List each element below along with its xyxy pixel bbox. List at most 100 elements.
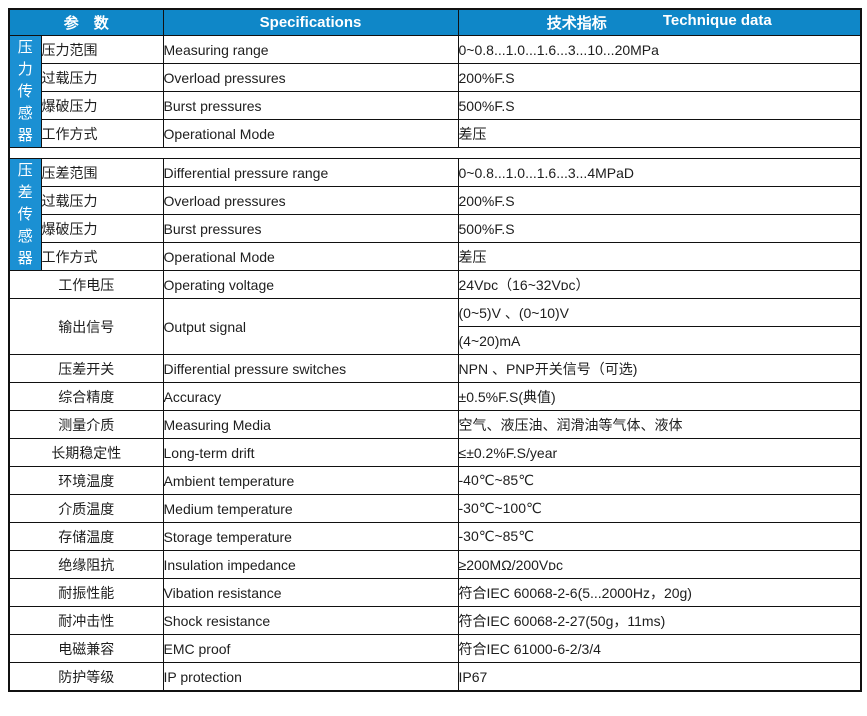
table-row: 过载压力 Overload pressures 200%F.S	[9, 63, 862, 92]
table-row: 爆破压力 Burst pressures 500%F.S	[9, 91, 862, 120]
param-cell: 过载压力	[40, 63, 164, 92]
spec-cell: Differential pressure range	[162, 158, 459, 187]
table-row: 电磁兼容 EMC proof 符合IEC 61000-6-2/3/4	[8, 634, 862, 663]
spec-cell: Measuring Media	[162, 410, 459, 439]
param-cell: 绝缘阻抗	[8, 550, 164, 579]
param-cell: 长期稳定性	[8, 438, 164, 467]
header-value-en: Technique data	[662, 12, 772, 29]
value-cell: 200%F.S	[457, 186, 862, 215]
separator-cell	[8, 147, 862, 159]
table-header-row: 参 数 Specifications 技术指标 Technique data	[8, 8, 862, 36]
value-cell: -30℃~100℃	[457, 494, 862, 523]
value-cell: 500%F.S	[457, 214, 862, 243]
spec-cell: Output signal	[162, 298, 459, 355]
value-cell: ≤±0.2%F.S/year	[457, 438, 862, 467]
table-row: 工作方式 Operational Mode 差压	[9, 119, 862, 148]
param-cell: 工作方式	[40, 119, 164, 148]
spec-cell: IP protection	[162, 662, 459, 692]
spec-cell: Operational Mode	[162, 242, 459, 271]
param-cell: 爆破压力	[40, 214, 164, 243]
table-row: 防护等级 IP protection IP67	[8, 662, 862, 692]
table-row: 压差传感器 压差范围 Differential pressure range 0…	[8, 158, 862, 271]
spec-table: 参 数 Specifications 技术指标 Technique data 压…	[8, 8, 863, 692]
spec-cell: Overload pressures	[162, 63, 459, 92]
spec-cell: Operating voltage	[162, 270, 459, 299]
value-cell: ≥200MΩ/200Vᴅᴄ	[457, 550, 862, 579]
spec-cell: Overload pressures	[162, 186, 459, 215]
value-cell: (0~5)V 、(0~10)V	[457, 298, 862, 327]
spec-cell: Medium temperature	[162, 494, 459, 523]
sidebar-label: 压差传感器	[17, 161, 33, 267]
value-cell: 符合IEC 61000-6-2/3/4	[457, 634, 862, 663]
spec-cell: Burst pressures	[162, 91, 459, 120]
spec-cell: Ambient temperature	[162, 466, 459, 495]
table-row: 长期稳定性 Long-term drift ≤±0.2%F.S/year	[8, 438, 862, 467]
table-row: 测量介质 Measuring Media 空气、液压油、润滑油等气体、液体	[8, 410, 862, 439]
value-cell: NPN 、PNP开关信号（可选)	[457, 354, 862, 383]
value-cell: -30℃~85℃	[457, 522, 862, 551]
param-cell: 耐冲击性	[8, 606, 164, 635]
param-cell: 环境温度	[8, 466, 164, 495]
table-row: 工作方式 Operational Mode 差压	[9, 242, 862, 271]
value-cell: 200%F.S	[457, 63, 862, 92]
spec-cell: Operational Mode	[162, 119, 459, 148]
spec-cell: Shock resistance	[162, 606, 459, 635]
spec-cell: Insulation impedance	[162, 550, 459, 579]
value-cell: 差压	[457, 119, 862, 148]
table-row: 环境温度 Ambient temperature -40℃~85℃	[8, 466, 862, 495]
spec-cell: Accuracy	[162, 382, 459, 411]
spec-cell: Long-term drift	[162, 438, 459, 467]
value-cell: 差压	[457, 242, 862, 271]
group-separator-row	[8, 147, 862, 159]
table-row: 介质温度 Medium temperature -30℃~100℃	[8, 494, 862, 523]
table-row: 输出信号 Output signal (0~5)V 、(0~10)V	[8, 298, 862, 355]
param-cell: 工作电压	[8, 270, 164, 299]
value-cell: 0~0.8...1.0...1.6...3...10...20MPa	[457, 35, 862, 64]
spec-cell: Measuring range	[162, 35, 459, 64]
param-cell: 输出信号	[8, 298, 164, 355]
table-row: 耐冲击性 Shock resistance 符合IEC 60068-2-27(5…	[8, 606, 862, 635]
header-value-cn: 技术指标	[546, 15, 607, 32]
value-cell: 空气、液压油、润滑油等气体、液体	[457, 410, 862, 439]
param-cell: 耐振性能	[8, 578, 164, 607]
sidebar-label: 压力传感器	[17, 38, 33, 144]
param-cell: 介质温度	[8, 494, 164, 523]
spec-cell: EMC proof	[162, 634, 459, 663]
value-cell: IP67	[457, 662, 862, 692]
spec-cell: Differential pressure switches	[162, 354, 459, 383]
sidebar-group-pressure-sensor: 压力传感器	[8, 35, 42, 148]
spec-cell: Burst pressures	[162, 214, 459, 243]
value-cell: ±0.5%F.S(典值)	[457, 382, 862, 411]
value-cell: -40℃~85℃	[457, 466, 862, 495]
value-cell: (4~20)mA	[457, 326, 862, 355]
table-row: 存储温度 Storage temperature -30℃~85℃	[8, 522, 862, 551]
table-row: 耐振性能 Vibation resistance 符合IEC 60068-2-6…	[8, 578, 862, 607]
header-param: 参 数	[8, 8, 164, 36]
value-cell: 符合IEC 60068-2-27(50g，11ms)	[457, 606, 862, 635]
value-cell: 0~0.8...1.0...1.6...3...4MPaD	[457, 158, 862, 187]
table-row: 压差开关 Differential pressure switches NPN …	[8, 354, 862, 383]
spec-cell: Storage temperature	[162, 522, 459, 551]
value-cell: 符合IEC 60068-2-6(5...2000Hz，20g)	[457, 578, 862, 607]
param-cell: 综合精度	[8, 382, 164, 411]
table-row: 工作电压 Operating voltage 24Vᴅᴄ（16~32Vᴅᴄ）	[8, 270, 862, 299]
param-cell: 压差范围	[40, 158, 164, 187]
table-row: 绝缘阻抗 Insulation impedance ≥200MΩ/200Vᴅᴄ	[8, 550, 862, 579]
param-cell: 压差开关	[8, 354, 164, 383]
param-cell: 电磁兼容	[8, 634, 164, 663]
param-cell: 压力范围	[40, 35, 164, 64]
table-row: 爆破压力 Burst pressures 500%F.S	[9, 214, 862, 243]
spec-cell: Vibation resistance	[162, 578, 459, 607]
param-cell: 存储温度	[8, 522, 164, 551]
header-technique-data: 技术指标 Technique data	[457, 8, 862, 36]
param-cell: 爆破压力	[40, 91, 164, 120]
value-cell: 500%F.S	[457, 91, 862, 120]
sidebar-group-diff-pressure-sensor: 压差传感器	[8, 158, 42, 271]
table-row: 过载压力 Overload pressures 200%F.S	[9, 186, 862, 215]
param-cell: 工作方式	[40, 242, 164, 271]
param-cell: 防护等级	[8, 662, 164, 692]
value-cell: 24Vᴅᴄ（16~32Vᴅᴄ）	[457, 270, 862, 299]
param-cell: 过载压力	[40, 186, 164, 215]
param-cell: 测量介质	[8, 410, 164, 439]
